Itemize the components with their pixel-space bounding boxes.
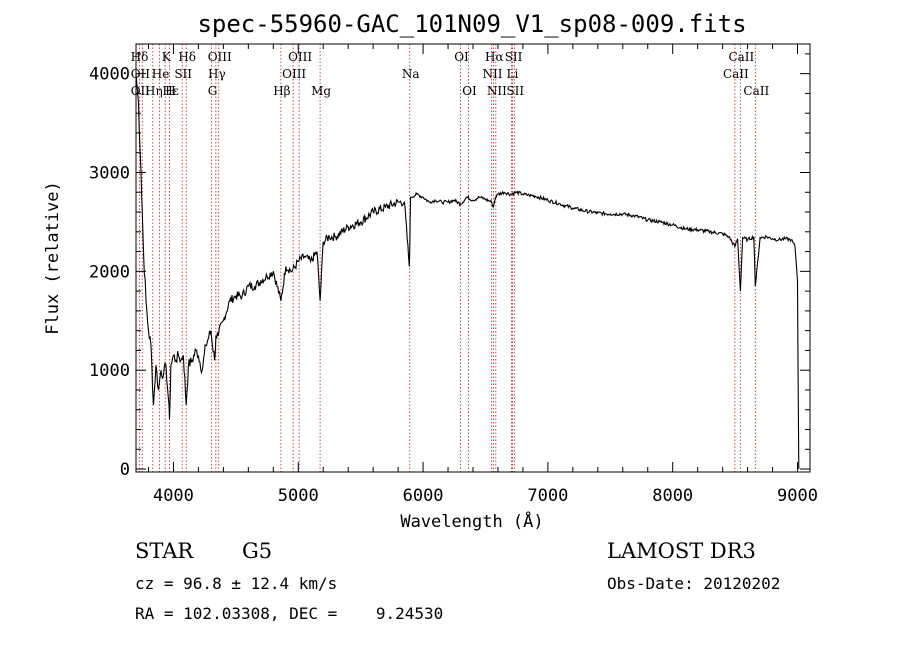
x-axis-label: Wavelength (Å) bbox=[400, 510, 543, 532]
object-subclass: G5 bbox=[242, 539, 273, 563]
x-tick-label: 7000 bbox=[527, 486, 568, 506]
spectral-line-label: OIII bbox=[282, 67, 306, 81]
spectral-line-label: OI bbox=[462, 84, 477, 98]
observation-date: Obs-Date: 20120202 bbox=[607, 574, 781, 593]
spectral-line-label: G bbox=[208, 84, 218, 98]
spectral-line-label: Li bbox=[507, 67, 519, 81]
redshift-velocity: cz = 96.8 ± 12.4 km/s bbox=[135, 574, 338, 593]
spectral-line-label: Hη bbox=[145, 84, 163, 98]
spectral-line-label: SII bbox=[506, 84, 524, 98]
spectral-line-label: Hδ bbox=[178, 50, 196, 64]
spectral-line-label: Hγ bbox=[208, 67, 226, 81]
object-class: STAR bbox=[135, 539, 194, 563]
spectral-line-label: He bbox=[152, 67, 170, 81]
spectral-line-label: OI bbox=[454, 50, 469, 64]
y-tick-label: 3000 bbox=[89, 163, 130, 183]
spectral-line-label: Hα bbox=[485, 50, 504, 64]
spectral-line-label: K bbox=[162, 50, 172, 64]
spectral-line-label: SII bbox=[505, 50, 523, 64]
coordinates: RA = 102.03308, DEC = 9.24530 bbox=[135, 604, 444, 623]
y-axis-label: Flux (relative) bbox=[43, 181, 63, 335]
spectral-line-label: SII bbox=[174, 67, 192, 81]
x-tick-label: 6000 bbox=[403, 486, 444, 506]
spectral-line-label: Hδ bbox=[131, 50, 149, 64]
plot-frame bbox=[135, 43, 811, 473]
spectrum-series-line bbox=[135, 73, 800, 470]
spectral-line-markers bbox=[138, 44, 756, 472]
spectral-line-label: Hβ bbox=[273, 84, 290, 98]
spectral-line-label: NII bbox=[487, 84, 507, 98]
x-tick-label: 8000 bbox=[652, 486, 693, 506]
spectral-line-label: CaII bbox=[743, 84, 769, 98]
spectral-line-label: OIII bbox=[288, 50, 312, 64]
axis-ticks: 4000 5000 6000 7000 8000 9000 0 1000 2000 3000 400… bbox=[89, 44, 818, 506]
y-tick-label: 1000 bbox=[89, 361, 130, 381]
chart-title: spec-55960-GAC_101N09_V1_sp08-009.fits bbox=[197, 10, 746, 38]
x-tick-label: 9000 bbox=[777, 486, 818, 506]
spectral-line-label: Mg bbox=[311, 84, 331, 98]
y-tick-label: 0 bbox=[120, 460, 130, 480]
spectral-line-label: OIII bbox=[208, 50, 232, 64]
spectral-line-label: NII bbox=[482, 67, 502, 81]
x-tick-label: 5000 bbox=[278, 486, 319, 506]
y-tick-label: 2000 bbox=[89, 262, 130, 282]
y-tick-label: 4000 bbox=[89, 65, 130, 85]
spectral-line-label: Na bbox=[402, 67, 420, 81]
spectral-line-label: CaII bbox=[728, 50, 754, 64]
x-tick-label: 4000 bbox=[153, 486, 194, 506]
spectral-line-label: Hε bbox=[162, 84, 179, 98]
spectral-line-label: H bbox=[165, 84, 175, 98]
survey-name: LAMOST DR3 bbox=[607, 539, 756, 563]
spectral-line-label: CaII bbox=[723, 67, 749, 81]
